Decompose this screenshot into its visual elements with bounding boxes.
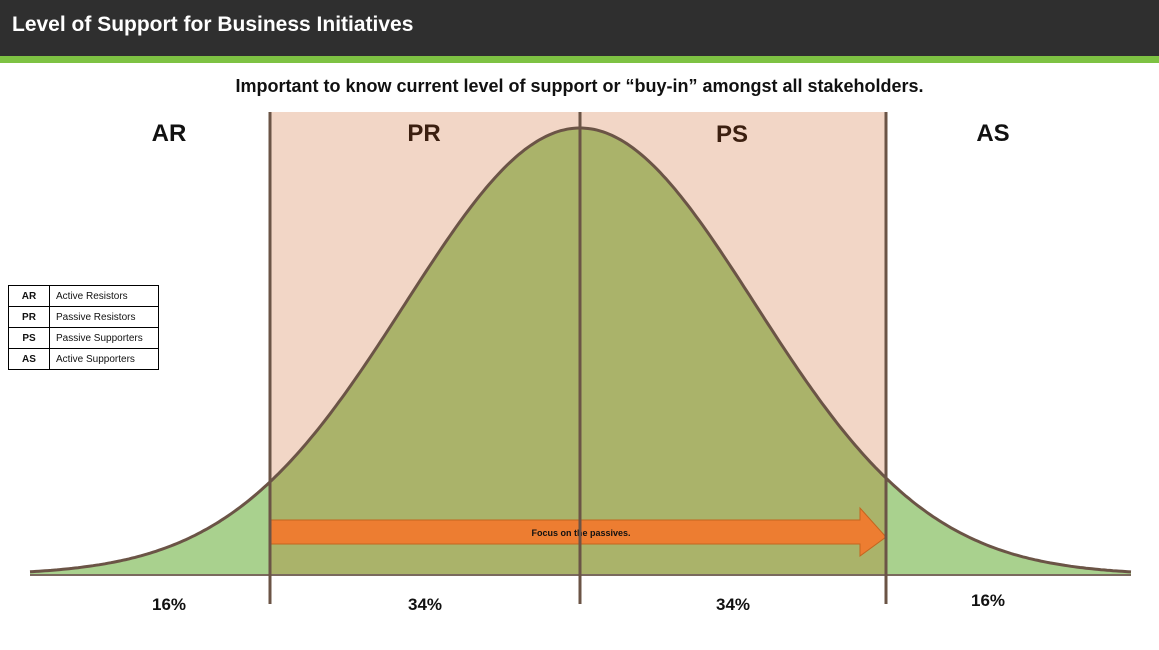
legend-row: PS Passive Supporters bbox=[8, 327, 159, 349]
percent-label-ps: 34% bbox=[716, 595, 750, 614]
header-bar: Level of Support for Business Initiative… bbox=[0, 0, 1159, 56]
legend-description: Passive Resistors bbox=[49, 306, 159, 328]
legend-table: AR Active Resistors PR Passive Resistors… bbox=[8, 285, 159, 370]
accent-bar bbox=[0, 56, 1159, 63]
legend-description: Passive Supporters bbox=[49, 327, 159, 349]
percent-label-ar: 16% bbox=[152, 595, 186, 614]
segment-label-pr: PR bbox=[407, 120, 440, 147]
legend-abbr: AR bbox=[8, 285, 50, 307]
legend-row: AS Active Supporters bbox=[8, 348, 159, 370]
percent-label-pr: 34% bbox=[408, 595, 442, 614]
segment-label-as: AS bbox=[976, 120, 1009, 147]
segment-label-ar: AR bbox=[152, 120, 187, 147]
page-title: Level of Support for Business Initiative… bbox=[12, 13, 414, 36]
focus-arrow bbox=[269, 506, 887, 557]
legend-row: PR Passive Resistors bbox=[8, 306, 159, 328]
curve-center-fill bbox=[270, 128, 886, 575]
legend-row: AR Active Resistors bbox=[8, 285, 159, 307]
legend-description: Active Resistors bbox=[49, 285, 159, 307]
percent-label-as: 16% bbox=[971, 591, 1005, 610]
slide-subtitle: Important to know current level of suppo… bbox=[235, 76, 924, 96]
legend-abbr: AS bbox=[8, 348, 50, 370]
segment-label-ps: PS bbox=[716, 121, 748, 148]
legend-abbr: PR bbox=[8, 306, 50, 328]
legend-abbr: PS bbox=[8, 327, 50, 349]
legend-description: Active Supporters bbox=[49, 348, 159, 370]
